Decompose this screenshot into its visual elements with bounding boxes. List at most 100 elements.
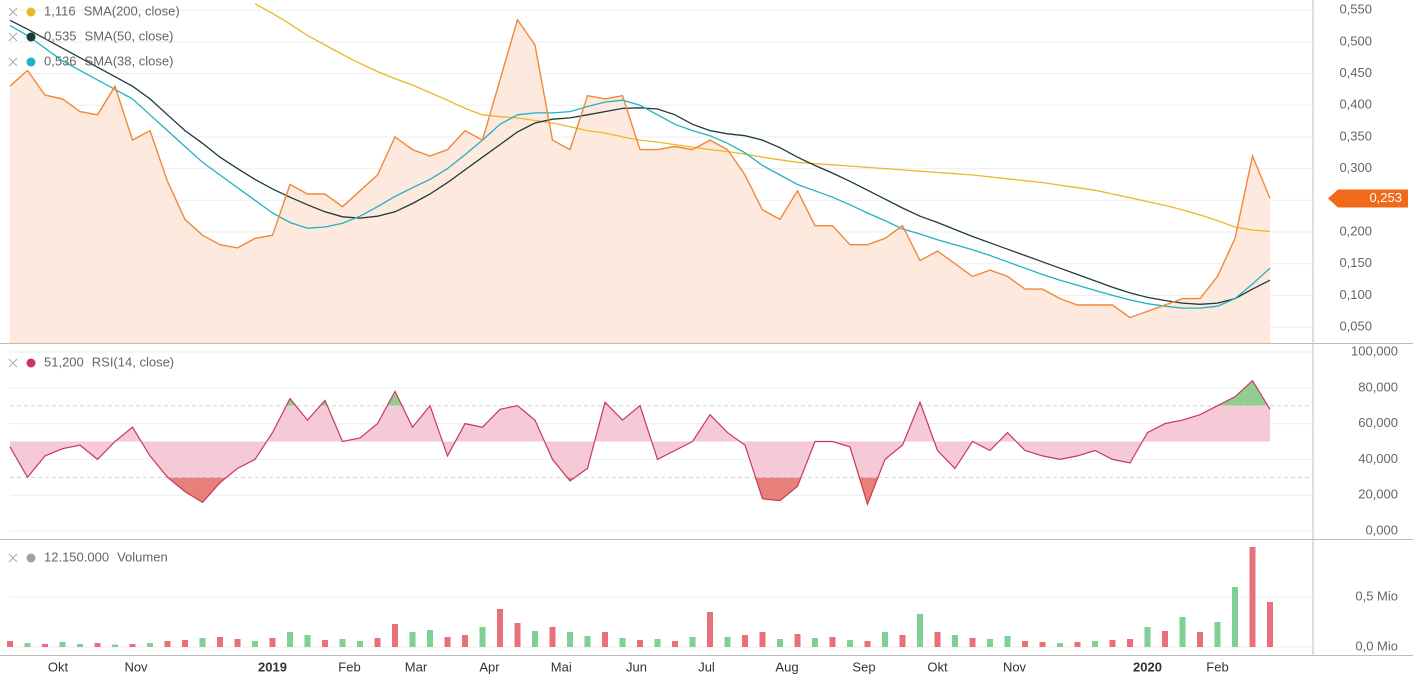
volume-bar bbox=[24, 643, 31, 647]
close-icon bbox=[8, 553, 18, 563]
volume-bar bbox=[1162, 631, 1168, 647]
volume-bar bbox=[1267, 602, 1273, 647]
volume-bar bbox=[322, 640, 328, 647]
volume-bar bbox=[304, 635, 311, 647]
y-tick-label: 0,150 bbox=[1339, 255, 1372, 270]
volume-bar bbox=[584, 636, 591, 647]
legend-value: 0,535 bbox=[44, 28, 77, 43]
legend-item: 0,536 SMA(38, close) bbox=[8, 53, 173, 68]
sma-line bbox=[254, 3, 1271, 233]
volume-bar bbox=[847, 640, 853, 647]
volume-bar bbox=[532, 631, 538, 647]
legend-dot bbox=[26, 57, 36, 67]
x-tick-label: 2019 bbox=[258, 659, 287, 674]
legend-name: Volumen bbox=[117, 549, 168, 564]
volume-bar bbox=[112, 644, 118, 647]
volume-bar bbox=[1039, 642, 1046, 647]
volume-bar bbox=[864, 641, 871, 647]
volume-bar bbox=[1144, 627, 1151, 647]
y-tick-label: 0,0 Mio bbox=[1355, 638, 1398, 653]
legend-name: SMA(50, close) bbox=[85, 28, 174, 43]
x-tick-label: Jul bbox=[698, 659, 715, 674]
volume-bar bbox=[479, 627, 486, 647]
legend-item: 0,535 SMA(50, close) bbox=[8, 28, 174, 43]
y-tick-label: 0,500 bbox=[1339, 33, 1372, 48]
legend-item: 1,116 SMA(200, close) bbox=[8, 3, 180, 18]
volume-bar bbox=[1249, 547, 1256, 647]
volume-bar bbox=[1057, 643, 1063, 647]
volume-bar bbox=[829, 637, 836, 647]
volume-bar bbox=[707, 612, 713, 647]
volume-bar bbox=[619, 638, 626, 647]
x-tick-label: 2020 bbox=[1133, 659, 1162, 674]
volume-bar bbox=[427, 630, 433, 647]
volume-bar bbox=[672, 641, 678, 647]
sma-line bbox=[9, 19, 1271, 305]
legend-dot bbox=[26, 553, 36, 563]
volume-bar bbox=[147, 643, 153, 647]
volume-bar bbox=[987, 639, 993, 647]
legend-value: 0,536 bbox=[44, 53, 77, 68]
y-tick-label: 0,350 bbox=[1339, 128, 1372, 143]
y-tick-label: 0,5 Mio bbox=[1355, 588, 1398, 603]
volume-bar bbox=[129, 644, 136, 647]
x-tick-label: Nov bbox=[1003, 659, 1027, 674]
price-tag-label: 0,253 bbox=[1369, 190, 1402, 205]
volume-bar bbox=[969, 638, 976, 647]
volume-bar bbox=[77, 644, 83, 647]
volume-bar bbox=[1092, 641, 1098, 647]
volume-bar bbox=[899, 635, 906, 647]
volume-bar bbox=[374, 638, 381, 647]
price-area bbox=[10, 19, 1270, 343]
x-tick-label: Feb bbox=[338, 659, 360, 674]
volume-bar bbox=[882, 632, 888, 647]
volume-bar bbox=[514, 623, 521, 647]
legend-item: 51,200 RSI(14, close) bbox=[8, 354, 174, 369]
volume-bar bbox=[1109, 640, 1116, 647]
volume-bar bbox=[357, 641, 363, 647]
volume-bar bbox=[462, 635, 468, 647]
y-tick-label: 0,300 bbox=[1339, 160, 1372, 175]
legend-name: RSI(14, close) bbox=[92, 354, 174, 369]
close-icon bbox=[8, 358, 18, 368]
volume-bar bbox=[1022, 641, 1028, 647]
close-icon bbox=[8, 32, 18, 42]
volume-bar bbox=[287, 632, 293, 647]
legend-name: SMA(200, close) bbox=[84, 3, 180, 18]
volume-bar bbox=[637, 640, 643, 647]
volume-bar bbox=[724, 637, 731, 647]
volume-bar bbox=[182, 640, 188, 647]
volume-bar bbox=[217, 637, 223, 647]
rsi-line bbox=[9, 379, 1271, 507]
volume-bar bbox=[42, 644, 48, 647]
legend-value: 12.150.000 bbox=[44, 549, 109, 564]
y-tick-label: 60,000 bbox=[1358, 415, 1398, 430]
volume-bar bbox=[497, 609, 503, 647]
rsi-area bbox=[10, 380, 1270, 505]
sma-line bbox=[9, 24, 1271, 309]
volume-bar bbox=[654, 639, 661, 647]
volume-bar bbox=[794, 634, 801, 647]
legend-value: 51,200 bbox=[44, 354, 84, 369]
y-tick-label: 0,550 bbox=[1339, 2, 1372, 17]
volume-bar bbox=[269, 638, 276, 647]
volume-bar bbox=[1074, 642, 1081, 647]
y-tick-label: 20,000 bbox=[1358, 487, 1398, 502]
volume-bar bbox=[7, 641, 13, 647]
volume-bar bbox=[759, 632, 766, 647]
legend-dot bbox=[26, 32, 36, 42]
volume-bar bbox=[1127, 639, 1133, 647]
x-tick-label: Okt bbox=[927, 659, 948, 674]
y-tick-label: 0,400 bbox=[1339, 97, 1372, 112]
legend-item: 12.150.000 Volumen bbox=[8, 549, 168, 564]
volume-bar bbox=[689, 637, 696, 647]
volume-bar bbox=[1214, 622, 1221, 647]
legend-dot bbox=[26, 7, 36, 17]
volume-bar bbox=[934, 632, 941, 647]
x-tick-label: Jun bbox=[626, 659, 647, 674]
y-tick-label: 0,100 bbox=[1339, 287, 1372, 302]
x-tick-label: Mai bbox=[551, 659, 572, 674]
close-icon bbox=[8, 7, 18, 17]
legend-value: 1,116 bbox=[44, 3, 76, 18]
volume-bar bbox=[59, 642, 66, 647]
